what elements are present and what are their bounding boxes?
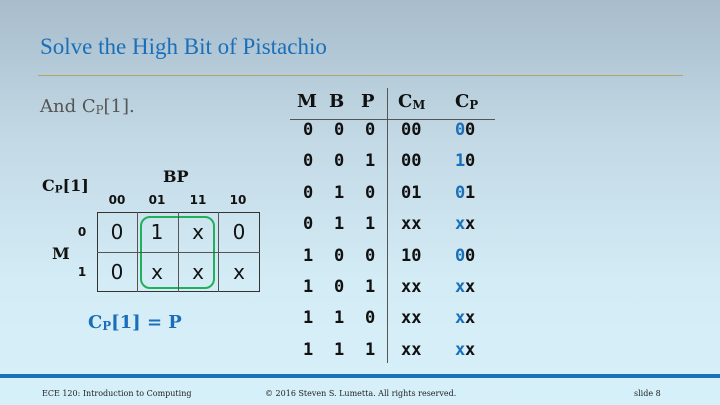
cell-b: 1 bbox=[334, 214, 345, 235]
kmap-cell: x bbox=[192, 260, 204, 284]
kmap-cell: 0 bbox=[110, 260, 124, 284]
cell-cp-lo: 1 bbox=[465, 182, 476, 203]
cell-p: 0 bbox=[365, 120, 376, 140]
kmap-col-label: 11 bbox=[189, 193, 207, 207]
cell-cm: 00 bbox=[401, 120, 422, 140]
cell-cm: xx bbox=[401, 339, 422, 360]
kmap-label-sub: P bbox=[54, 183, 63, 196]
header-cp-main: C bbox=[455, 91, 470, 112]
kmap-col-label: 01 bbox=[148, 193, 166, 207]
cell-cp-hi: 0 bbox=[455, 245, 466, 266]
kmap-cell: 0 bbox=[232, 220, 246, 244]
cell-cp-lo: x bbox=[465, 214, 476, 235]
cell-cp-hi: x bbox=[455, 339, 466, 360]
cell-p: 0 bbox=[365, 308, 376, 329]
cell-m: 1 bbox=[303, 339, 314, 360]
cell-m: 1 bbox=[303, 245, 314, 266]
header-cm: CM bbox=[398, 91, 425, 112]
cell-cp-hi: 1 bbox=[455, 151, 466, 172]
kmap-equation: CP[1] = P bbox=[88, 312, 182, 333]
kmap-row-var: M bbox=[52, 244, 70, 263]
header-cp: CP bbox=[455, 91, 478, 112]
footer-course: ECE 120: Introduction to Computing bbox=[42, 389, 192, 398]
cell-p: 0 bbox=[365, 182, 376, 203]
cell-cp-hi: 0 bbox=[455, 120, 466, 140]
cell-p: 0 bbox=[365, 245, 376, 266]
kmap-cell: 0 bbox=[110, 220, 124, 244]
cell-m: 1 bbox=[303, 277, 314, 297]
cell-b: 1 bbox=[334, 182, 345, 203]
table-header: M bbox=[297, 91, 317, 112]
cell-p: 1 bbox=[365, 339, 376, 360]
footer-copyright: © 2016 Steven S. Lumetta. All rights res… bbox=[265, 389, 457, 398]
cell-cp-hi: x bbox=[455, 214, 466, 235]
footer-slide-number: slide 8 bbox=[634, 389, 661, 398]
eq-sub: P bbox=[102, 318, 112, 333]
eq-suffix: [1] = P bbox=[111, 312, 182, 333]
kmap-label-suffix: [1] bbox=[62, 176, 89, 195]
header-cm-sub: M bbox=[412, 97, 426, 112]
cell-b: 0 bbox=[334, 151, 345, 172]
cell-m: 0 bbox=[303, 214, 314, 235]
cell-cp-lo: 0 bbox=[465, 120, 476, 140]
header-cp-sub: P bbox=[469, 97, 479, 112]
cell-b: 1 bbox=[334, 308, 345, 329]
kmap-row-label: 1 bbox=[77, 265, 87, 279]
cell-cm: 10 bbox=[401, 245, 422, 266]
kmap-row-label: 0 bbox=[77, 225, 87, 239]
cell-b: 0 bbox=[334, 120, 345, 140]
cell-cp-lo: x bbox=[465, 308, 476, 329]
kmap-grid-line bbox=[97, 252, 260, 253]
cell-b: 0 bbox=[334, 245, 345, 266]
table-header-rule bbox=[290, 119, 495, 120]
cell-cp-lo: x bbox=[465, 277, 476, 297]
cell-p: 1 bbox=[365, 151, 376, 172]
cell-cp-lo: 0 bbox=[465, 245, 476, 266]
subtitle-suffix: [1]. bbox=[103, 96, 135, 117]
cell-m: 0 bbox=[303, 151, 314, 172]
cell-cm: 00 bbox=[401, 151, 422, 172]
cell-m: 1 bbox=[303, 308, 314, 329]
cell-p: 1 bbox=[365, 277, 376, 297]
table-header: P bbox=[361, 91, 375, 112]
cell-cm: 01 bbox=[401, 182, 422, 203]
kmap-col-label: 00 bbox=[108, 193, 126, 207]
kmap-cell: x bbox=[151, 260, 163, 284]
eq-prefix: C bbox=[88, 312, 103, 333]
cell-cp-hi: 0 bbox=[455, 182, 466, 203]
slide-title: Solve the High Bit of Pistachio bbox=[40, 34, 327, 59]
kmap-col-label: 10 bbox=[229, 193, 247, 207]
cell-p: 1 bbox=[365, 214, 376, 235]
kmap-col-var: BP bbox=[163, 167, 189, 186]
kmap-cell: x bbox=[233, 260, 245, 284]
subtitle: And CP[1]. bbox=[40, 96, 135, 117]
header-cm-main: C bbox=[398, 91, 413, 112]
footer-bar bbox=[0, 374, 720, 378]
kmap-label-main: C bbox=[42, 176, 55, 195]
cell-cp-lo: x bbox=[465, 339, 476, 360]
cell-cp-lo: 0 bbox=[465, 151, 476, 172]
table-column-divider bbox=[387, 88, 388, 363]
subtitle-prefix: And C bbox=[40, 96, 96, 117]
table-header: B bbox=[329, 91, 345, 112]
kmap-cell: 1 bbox=[150, 220, 164, 244]
cell-m: 0 bbox=[303, 182, 314, 203]
cell-m: 0 bbox=[303, 120, 314, 140]
cell-cm: xx bbox=[401, 308, 422, 329]
cell-b: 1 bbox=[334, 339, 345, 360]
cell-cp-hi: x bbox=[455, 308, 466, 329]
kmap-cell: x bbox=[192, 220, 204, 244]
cell-cm: xx bbox=[401, 277, 422, 297]
cell-b: 0 bbox=[334, 277, 345, 297]
kmap-label: CP[1] bbox=[42, 176, 89, 196]
title-divider bbox=[38, 75, 683, 76]
subtitle-sub: P bbox=[95, 102, 104, 117]
cell-cm: xx bbox=[401, 214, 422, 235]
cell-cp-hi: x bbox=[455, 277, 466, 297]
